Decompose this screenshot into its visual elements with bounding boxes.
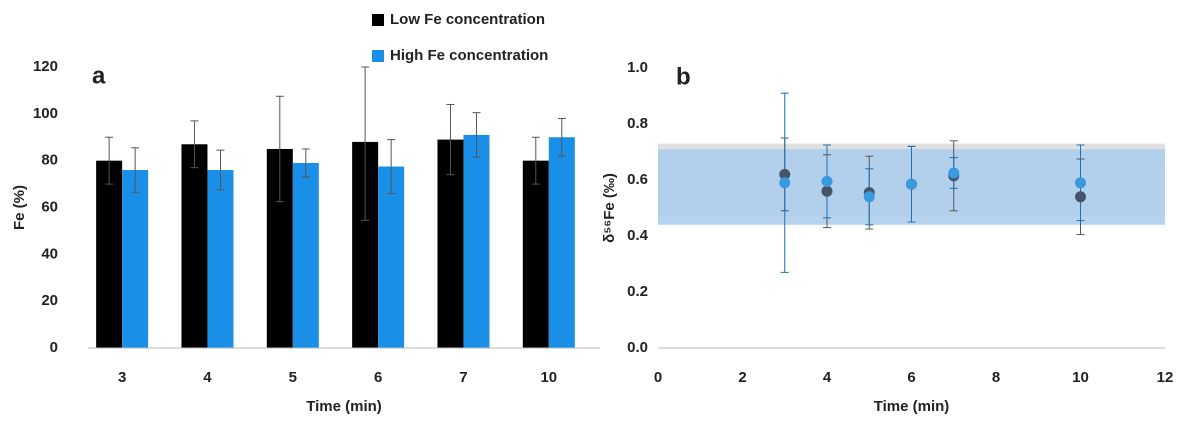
y-tick-label: 0.2: [627, 283, 648, 300]
y-tick-label: 0.4: [627, 227, 649, 244]
x-tick-label: 8: [992, 369, 1000, 386]
x-axis-title: Time (min): [306, 398, 382, 415]
x-axis-title: Time (min): [874, 398, 950, 415]
x-tick-label: 6: [374, 369, 382, 386]
y-axis-title: δ⁵⁶Fe (‰): [601, 173, 618, 243]
y-tick-label: 60: [41, 198, 58, 215]
legend-label: High Fe concentration: [390, 47, 548, 64]
bar: [181, 144, 208, 348]
legend-swatch: [372, 14, 384, 26]
bar: [548, 137, 575, 348]
point: [821, 175, 833, 187]
y-tick-label: 120: [33, 58, 58, 75]
legend-label: Low Fe concentration: [390, 11, 545, 28]
point: [906, 178, 917, 190]
y-tick-label: 0.8: [627, 115, 648, 132]
point: [948, 167, 960, 179]
x-tick-label: 2: [738, 369, 746, 386]
bar: [292, 163, 319, 348]
x-tick-label: 10: [540, 369, 557, 386]
y-tick-label: 1.0: [627, 59, 648, 76]
legend-swatch: [372, 50, 384, 62]
x-tick-label: 12: [1157, 369, 1174, 386]
x-tick-label: 3: [118, 369, 126, 386]
bar: [122, 170, 149, 348]
bar: [378, 166, 405, 348]
bar: [522, 160, 549, 348]
point: [1075, 191, 1086, 203]
point: [779, 177, 791, 189]
x-tick-label: 4: [823, 369, 832, 386]
point: [779, 168, 791, 180]
bar: [96, 160, 123, 348]
y-tick-label: 40: [41, 245, 58, 262]
panel-label: a: [92, 62, 106, 89]
point: [821, 185, 833, 197]
bar: [207, 170, 234, 348]
y-tick-label: 100: [33, 105, 58, 122]
x-tick-label: 4: [203, 369, 212, 386]
x-tick-label: 10: [1072, 369, 1089, 386]
x-tick-label: 0: [654, 369, 662, 386]
point: [863, 191, 875, 203]
panel-label: b: [676, 63, 691, 90]
y-axis-title: Fe (%): [11, 185, 28, 230]
x-tick-label: 7: [459, 369, 467, 386]
y-tick-label: 0.0: [627, 339, 648, 356]
bar: [463, 134, 490, 348]
x-tick-label: 6: [907, 369, 915, 386]
y-tick-label: 0: [50, 339, 58, 356]
y-tick-label: 0.6: [627, 171, 648, 188]
point: [1075, 177, 1086, 189]
y-tick-label: 80: [41, 152, 58, 169]
y-tick-label: 20: [41, 292, 58, 309]
x-tick-label: 5: [289, 369, 297, 386]
